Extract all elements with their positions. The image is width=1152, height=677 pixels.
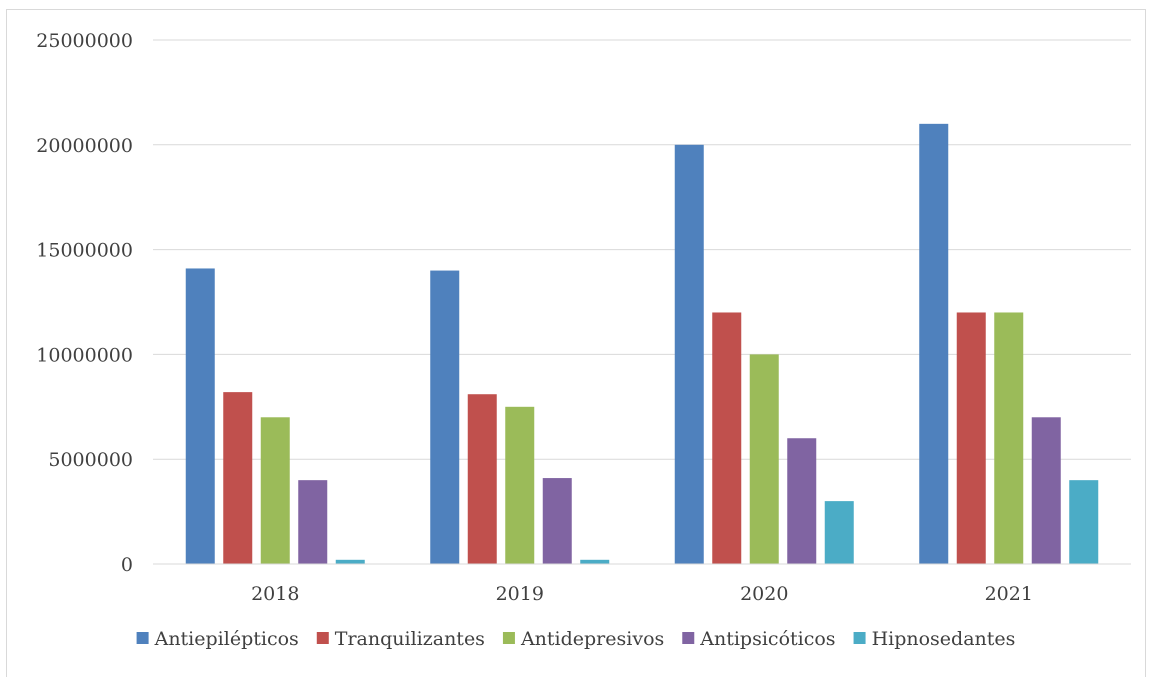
bar-antiepilépticos-2019 xyxy=(430,270,460,564)
bar-antidepresivos-2021 xyxy=(994,312,1024,564)
bar-hipnosedantes-2018 xyxy=(335,559,365,564)
y-tick-label: 15000000 xyxy=(36,240,133,262)
bar-tranquilizantes-2018 xyxy=(223,392,253,564)
legend-item-antiepilépticos: Antiepilépticos xyxy=(136,628,299,650)
bar-antiepilépticos-2018 xyxy=(185,268,215,564)
y-tick-label: 25000000 xyxy=(36,30,133,52)
x-tick-label: 2018 xyxy=(251,583,299,605)
y-axis-tick-labels: 0 5000000 10000000 15000000 20000000 25000000 xyxy=(36,30,133,576)
y-tick-label: 5000000 xyxy=(48,449,133,471)
legend-label: Antidepresivos xyxy=(520,628,664,650)
bar-hipnosedantes-2019 xyxy=(580,559,610,564)
legend-label: Antipsicóticos xyxy=(699,628,835,650)
bar-antipsicóticos-2021 xyxy=(1031,417,1061,564)
bar-antidepresivos-2019 xyxy=(505,406,535,564)
chart-frame xyxy=(6,9,1146,677)
bar-tranquilizantes-2021 xyxy=(956,312,986,564)
bar-antiepilépticos-2021 xyxy=(919,123,949,564)
legend-swatch xyxy=(316,632,329,644)
y-tick-label: 20000000 xyxy=(36,135,133,157)
legend-swatch xyxy=(853,632,866,644)
legend-item-tranquilizantes: Tranquilizantes xyxy=(316,628,485,650)
legend-swatch xyxy=(682,632,695,644)
bars xyxy=(185,123,1099,565)
bar-hipnosedantes-2021 xyxy=(1069,480,1099,564)
legend-label: Tranquilizantes xyxy=(335,628,485,650)
x-tick-label: 2019 xyxy=(496,583,544,605)
bar-antidepresivos-2020 xyxy=(749,354,779,564)
x-tick-label: 2021 xyxy=(985,583,1033,605)
bar-antipsicóticos-2020 xyxy=(787,438,817,564)
legend: Antiepilépticos Tranquilizantes Antidepres… xyxy=(136,628,1016,650)
legend-item-antipsicóticos: Antipsicóticos xyxy=(682,628,836,650)
bar-tranquilizantes-2020 xyxy=(712,312,742,564)
y-tick-label: 10000000 xyxy=(36,344,133,366)
legend-item-antidepresivos: Antidepresivos xyxy=(502,628,664,650)
y-tick-label: 0 xyxy=(121,554,133,576)
legend-label: Antiepilépticos xyxy=(154,628,299,650)
x-tick-label: 2020 xyxy=(740,583,788,605)
legend-swatch xyxy=(136,632,149,644)
legend-label: Hipnosedantes xyxy=(872,628,1016,650)
legend-swatch xyxy=(502,632,515,644)
bar-antiepilépticos-2020 xyxy=(674,144,704,565)
bar-antipsicóticos-2019 xyxy=(542,478,572,564)
bar-hipnosedantes-2020 xyxy=(824,501,854,564)
bar-antipsicóticos-2018 xyxy=(298,480,328,564)
bar-tranquilizantes-2019 xyxy=(467,394,497,564)
x-axis-tick-labels: 2018 2019 2020 2021 xyxy=(251,583,1033,605)
bar-antidepresivos-2018 xyxy=(260,417,290,564)
grid-lines xyxy=(153,39,1131,460)
legend-item-hipnosedantes: Hipnosedantes xyxy=(853,628,1016,650)
